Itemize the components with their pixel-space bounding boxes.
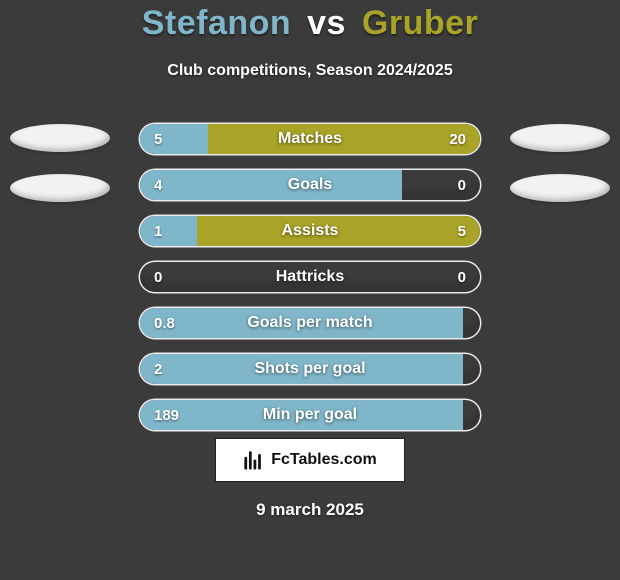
stat-bar-fill-left bbox=[140, 400, 463, 430]
stat-bar: 40Goals bbox=[140, 170, 480, 200]
stat-value-right: 20 bbox=[449, 124, 466, 154]
vs-label: vs bbox=[301, 4, 352, 42]
comparison-infographic: Stefanon vs Gruber Club competitions, Se… bbox=[0, 0, 620, 580]
stat-value-left: 2 bbox=[154, 354, 162, 384]
ellipse-icon bbox=[510, 124, 610, 152]
stat-value-left: 0 bbox=[154, 262, 162, 292]
stat-value-left: 1 bbox=[154, 216, 162, 246]
stat-value-right: 0 bbox=[458, 170, 466, 200]
credits-text: FcTables.com bbox=[271, 451, 377, 469]
stat-value-right: 5 bbox=[458, 216, 466, 246]
player1-portrait-placeholder bbox=[10, 160, 110, 220]
stat-bar-fill-left bbox=[140, 354, 463, 384]
stat-bar: 0 0Hattricks bbox=[140, 262, 480, 292]
footer-date: 9 march 2025 bbox=[0, 500, 620, 520]
ellipse-icon bbox=[510, 174, 610, 202]
stat-value-left: 0.8 bbox=[154, 308, 175, 338]
ellipse-icon bbox=[10, 174, 110, 202]
comparison-title: Stefanon vs Gruber bbox=[0, 4, 620, 43]
player1-name: Stefanon bbox=[142, 4, 291, 42]
season-subtitle: Club competitions, Season 2024/2025 bbox=[0, 62, 620, 80]
stat-value-right: 0 bbox=[458, 262, 466, 292]
stat-bar: 0.8Goals per match bbox=[140, 308, 480, 338]
player2-name: Gruber bbox=[362, 4, 478, 42]
stat-bar: 2Shots per goal bbox=[140, 354, 480, 384]
stat-value-left: 4 bbox=[154, 170, 162, 200]
ellipse-icon bbox=[10, 124, 110, 152]
stat-bar-fill-right bbox=[208, 124, 480, 154]
stat-bar: 189Min per goal bbox=[140, 400, 480, 430]
stat-bar-fill-left bbox=[140, 308, 463, 338]
stat-bar-fill-left bbox=[140, 124, 208, 154]
stat-bar: 520Matches bbox=[140, 124, 480, 154]
player2-portrait-placeholder bbox=[510, 160, 610, 220]
barchart-icon bbox=[243, 449, 265, 471]
stat-bar-fill-left bbox=[140, 216, 197, 246]
credits-badge[interactable]: FcTables.com bbox=[215, 438, 405, 482]
stat-value-left: 189 bbox=[154, 400, 179, 430]
stat-label: Hattricks bbox=[140, 262, 480, 292]
stat-bar-fill-right bbox=[197, 216, 480, 246]
stat-value-left: 5 bbox=[154, 124, 162, 154]
stat-bar: 15Assists bbox=[140, 216, 480, 246]
stat-bar-fill-left bbox=[140, 170, 402, 200]
